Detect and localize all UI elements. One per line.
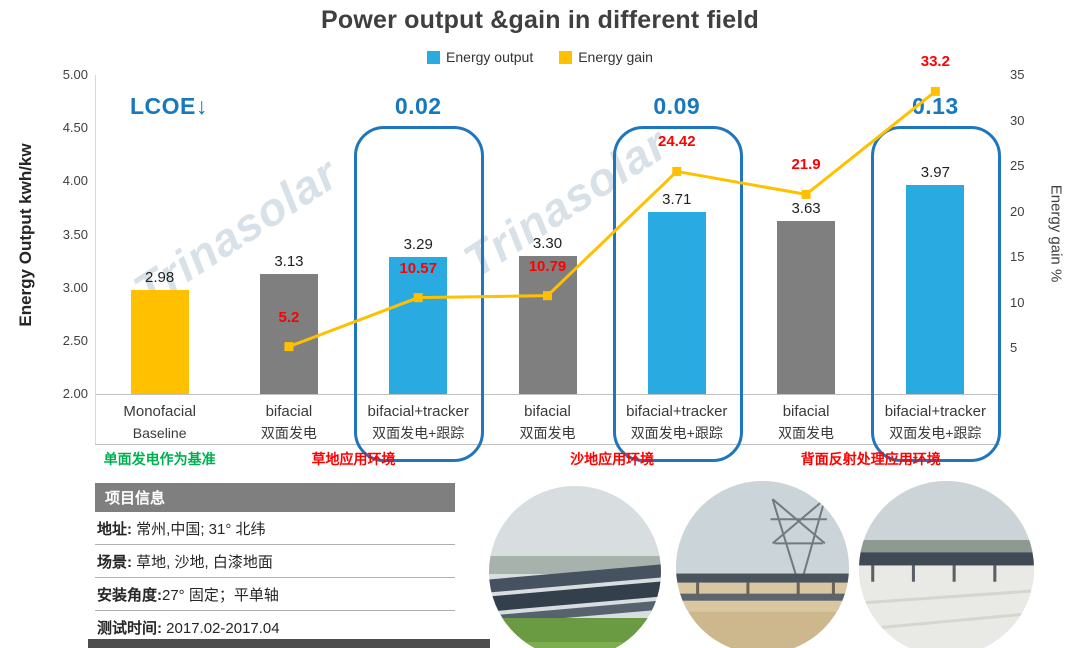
left-axis-tick: 2.50 [62, 332, 88, 348]
legend-output-label: Energy output [446, 49, 534, 65]
grass-site-photo-image [489, 486, 661, 648]
info-row-label: 测试时间: [97, 620, 162, 637]
right-axis-tick: 35 [1010, 67, 1025, 82]
category-label-en: bifacial [524, 403, 571, 420]
category-label-cn: 双面发电+跟踪 [372, 424, 465, 441]
gain-value-label: 10.79 [528, 257, 567, 275]
category-label-en: Monofacial [123, 403, 196, 420]
left-axis-tick: 3.50 [62, 226, 88, 242]
category-label-cn: 双面发电 [260, 424, 317, 441]
group-note: 背面反射处理应用环境 [800, 451, 941, 467]
x-axis-line [95, 394, 1000, 395]
left-axis-tick: 3.00 [62, 279, 88, 295]
lcoe-label: LCOE↓ [130, 93, 208, 119]
energy-output-bar [259, 273, 318, 394]
lcoe-value: 0.13 [911, 93, 959, 119]
category-label-en: bifacial+tracker [367, 403, 469, 420]
gain-value-label: 5.2 [278, 308, 300, 326]
gain-value-label: 33.2 [920, 53, 950, 71]
white-ground-site-photo [859, 481, 1034, 648]
lcoe-value: 0.02 [394, 93, 442, 119]
energy-output-bar [777, 220, 836, 394]
category-label: bifacial 双面发电 [740, 401, 872, 443]
info-row-value: 27° 固定；平单轴 [162, 587, 279, 604]
category-label-en: bifacial+tracker [884, 403, 986, 420]
left-axis-tick: 4.50 [62, 120, 88, 136]
info-row-install-angle: 安装角度:27° 固定；平单轴 [95, 578, 455, 611]
category-label-cn: 双面发电 [519, 424, 576, 441]
group-note: 单面发电作为基准 [103, 451, 216, 467]
category-label: bifacial+tracker 双面发电+跟踪 [352, 401, 484, 443]
grass-site-photo [489, 486, 661, 648]
right-axis-tick: 15 [1010, 249, 1025, 265]
slide-footer-bar [88, 639, 490, 648]
category-label: bifacial+tracker 双面发电+跟踪 [611, 401, 743, 443]
y-axis-line [95, 75, 96, 444]
bar-value-label: 2.98 [145, 268, 175, 286]
info-row-label: 安装角度: [97, 587, 162, 604]
category-label: bifacial 双面发电 [223, 401, 355, 443]
category-label-cn: 双面发电 [778, 424, 835, 441]
bar-value-label: 3.30 [532, 234, 563, 252]
left-axis-tick: 5.00 [62, 67, 88, 82]
legend-output-swatch [427, 50, 441, 64]
info-row-value: 2017.02-2017.04 [162, 620, 280, 637]
chart-title: Power output &gain in different field [321, 6, 759, 34]
info-row-value: 草地, 沙地, 白漆地面 [132, 554, 273, 571]
legend-item-energy-gain: Energy gain [559, 49, 653, 65]
right-axis-tick: 10 [1010, 294, 1025, 310]
category-label-cn: Baseline [132, 424, 187, 441]
project-info-header: 项目信息 [95, 483, 455, 512]
left-axis-tick: 2.00 [62, 386, 88, 401]
info-row-label: 地址: [97, 521, 132, 538]
right-axis-tick: 20 [1010, 203, 1025, 219]
category-label-en: bifacial [782, 403, 830, 420]
category-label-en: bifacial [265, 403, 313, 420]
gain-value-label: 10.57 [399, 259, 437, 277]
legend-gain-label: Energy gain [578, 49, 653, 65]
category-axis-line [95, 444, 1000, 445]
category-label: bifacial+tracker 双面发电+跟踪 [869, 401, 1001, 443]
info-row-value: 常州,中国; 31° 北纬 [132, 521, 266, 538]
gain-value-label: 21.9 [791, 156, 821, 174]
lcoe-value: 0.09 [653, 93, 701, 119]
category-label-cn: 双面发电+跟踪 [630, 424, 723, 441]
right-axis-tick: 25 [1010, 158, 1025, 174]
right-axis-tick: 5 [1010, 340, 1018, 356]
chart-legend: Energy output Energy gain [0, 49, 1080, 65]
legend-item-energy-output: Energy output [427, 49, 533, 65]
group-note: 草地应用环境 [311, 451, 396, 467]
bar-value-label: 3.13 [274, 252, 304, 270]
category-label: bifacial 双面发电 [482, 401, 614, 443]
sand-site-photo [676, 481, 849, 648]
info-row-label: 场景: [97, 554, 132, 571]
energy-output-bar [130, 289, 189, 394]
legend-gain-swatch [559, 50, 573, 64]
category-label: Monofacial Baseline [94, 401, 226, 443]
sand-site-photo-image [676, 481, 849, 648]
right-axis-tick: 30 [1010, 112, 1025, 128]
white-ground-site-photo-image [859, 481, 1034, 648]
energy-output-bar [518, 255, 577, 394]
category-label-cn: 双面发电+跟踪 [889, 424, 982, 441]
gain-value-label: 24.42 [658, 133, 696, 151]
group-note: 沙地应用环境 [570, 451, 655, 467]
info-row-scene: 场景: 草地, 沙地, 白漆地面 [95, 545, 455, 578]
left-axis-tick: 4.00 [62, 173, 88, 189]
category-label-en: bifacial+tracker [626, 403, 728, 420]
project-info-table: 项目信息 地址: 常州,中国; 31° 北纬 场景: 草地, 沙地, 白漆地面 … [95, 483, 455, 644]
bar-value-label: 3.63 [791, 199, 821, 217]
info-row-address: 地址: 常州,中国; 31° 北纬 [95, 512, 455, 545]
